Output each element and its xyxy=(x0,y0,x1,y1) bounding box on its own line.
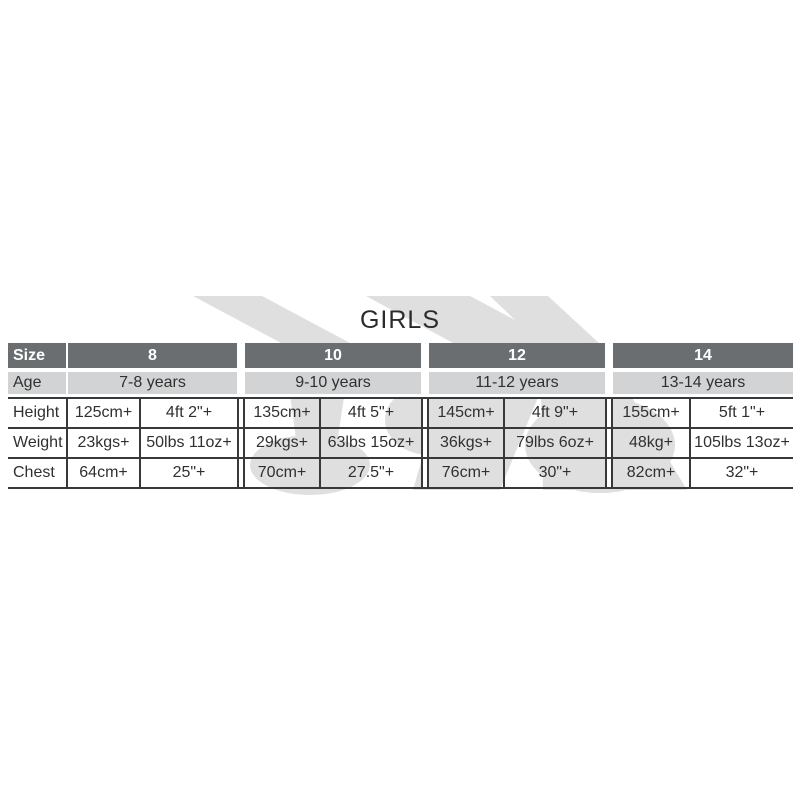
size-col-8: 8 xyxy=(68,343,237,368)
size-header-row: Size 8 10 12 14 xyxy=(8,343,793,368)
divider xyxy=(689,429,691,457)
cell-height-14-imperial: 5ft 1"+ xyxy=(718,404,766,421)
cell-height-12-metric: 145cm+ xyxy=(437,404,495,421)
column-gutter xyxy=(421,399,429,427)
cell-weight-8-imperial: 50lbs 11oz+ xyxy=(146,434,232,451)
size-col-14: 14 xyxy=(613,343,793,368)
cell-chest-10-metric: 70cm+ xyxy=(257,464,307,481)
cell-height-10-imperial: 4ft 5"+ xyxy=(347,404,395,421)
weight-row: Weight 23kgs+ 50lbs 11oz+ 29kgs+ 63lbs 1… xyxy=(8,427,793,457)
chest-row: Chest 64cm+ 25"+ 70cm+ 27.5"+ 76cm+ 30"+… xyxy=(8,457,793,489)
cell-weight-14-metric: 48kg+ xyxy=(628,434,674,451)
cell-weight-8-metric: 23kgs+ xyxy=(77,434,130,451)
divider xyxy=(139,459,141,487)
divider xyxy=(319,399,321,427)
divider xyxy=(319,459,321,487)
weight-row-label: Weight xyxy=(13,434,63,451)
cell-weight-12-imperial: 79lbs 6oz+ xyxy=(516,434,594,451)
size-col-12: 12 xyxy=(429,343,605,368)
divider xyxy=(503,399,505,427)
cell-height-14-metric: 155cm+ xyxy=(622,404,680,421)
column-gutter xyxy=(605,429,613,457)
column-gutter xyxy=(237,429,245,457)
divider xyxy=(421,343,429,368)
cell-height-8-metric: 125cm+ xyxy=(74,404,133,421)
column-gutter xyxy=(605,459,613,487)
divider xyxy=(503,429,505,457)
cell-chest-12-metric: 76cm+ xyxy=(441,464,491,481)
size-col-10: 10 xyxy=(245,343,421,368)
divider xyxy=(66,399,68,427)
column-gutter xyxy=(237,399,245,427)
age-row-label: Age xyxy=(8,372,66,394)
age-col-10: 9-10 years xyxy=(245,372,421,394)
divider xyxy=(66,459,68,487)
divider xyxy=(139,429,141,457)
cell-weight-14-imperial: 105lbs 13oz+ xyxy=(694,434,790,451)
column-gutter xyxy=(605,399,613,427)
divider xyxy=(319,429,321,457)
size-row-label: Size xyxy=(8,343,66,368)
row-spacer xyxy=(8,368,793,372)
height-row: Height 125cm+ 4ft 2"+ 135cm+ 4ft 5"+ 145… xyxy=(8,397,793,427)
cell-height-8-imperial: 4ft 2"+ xyxy=(165,404,213,421)
age-row: Age 7-8 years 9-10 years 11-12 years 13-… xyxy=(8,372,793,394)
cell-chest-8-imperial: 25"+ xyxy=(172,464,206,481)
cell-weight-10-imperial: 63lbs 15oz+ xyxy=(327,434,415,451)
divider xyxy=(237,372,245,394)
cell-chest-12-imperial: 30"+ xyxy=(538,464,572,481)
age-col-8: 7-8 years xyxy=(68,372,237,394)
divider xyxy=(66,372,68,394)
divider xyxy=(605,343,613,368)
cell-chest-14-imperial: 32"+ xyxy=(725,464,759,481)
cell-chest-10-imperial: 27.5"+ xyxy=(347,464,395,481)
divider xyxy=(605,372,613,394)
divider xyxy=(689,399,691,427)
divider xyxy=(66,343,68,368)
divider xyxy=(689,459,691,487)
age-col-14: 13-14 years xyxy=(613,372,793,394)
cell-height-12-imperial: 4ft 9"+ xyxy=(531,404,579,421)
chart-title: GIRLS xyxy=(359,306,441,334)
age-col-12: 11-12 years xyxy=(429,372,605,394)
divider xyxy=(237,343,245,368)
cell-weight-10-metric: 29kgs+ xyxy=(255,434,309,451)
column-gutter xyxy=(237,459,245,487)
divider xyxy=(421,372,429,394)
cell-chest-14-metric: 82cm+ xyxy=(626,464,676,481)
cell-chest-8-metric: 64cm+ xyxy=(79,464,128,481)
height-row-label: Height xyxy=(13,404,60,421)
chest-row-label: Chest xyxy=(13,464,55,481)
cell-weight-12-metric: 36kgs+ xyxy=(439,434,493,451)
size-chart-table: Size 8 10 12 14 Age 7-8 years 9-10 years… xyxy=(8,343,793,489)
cell-height-10-metric: 135cm+ xyxy=(253,404,311,421)
divider xyxy=(139,399,141,427)
divider xyxy=(503,459,505,487)
column-gutter xyxy=(421,429,429,457)
divider xyxy=(66,429,68,457)
column-gutter xyxy=(421,459,429,487)
row-spacer xyxy=(8,394,793,397)
